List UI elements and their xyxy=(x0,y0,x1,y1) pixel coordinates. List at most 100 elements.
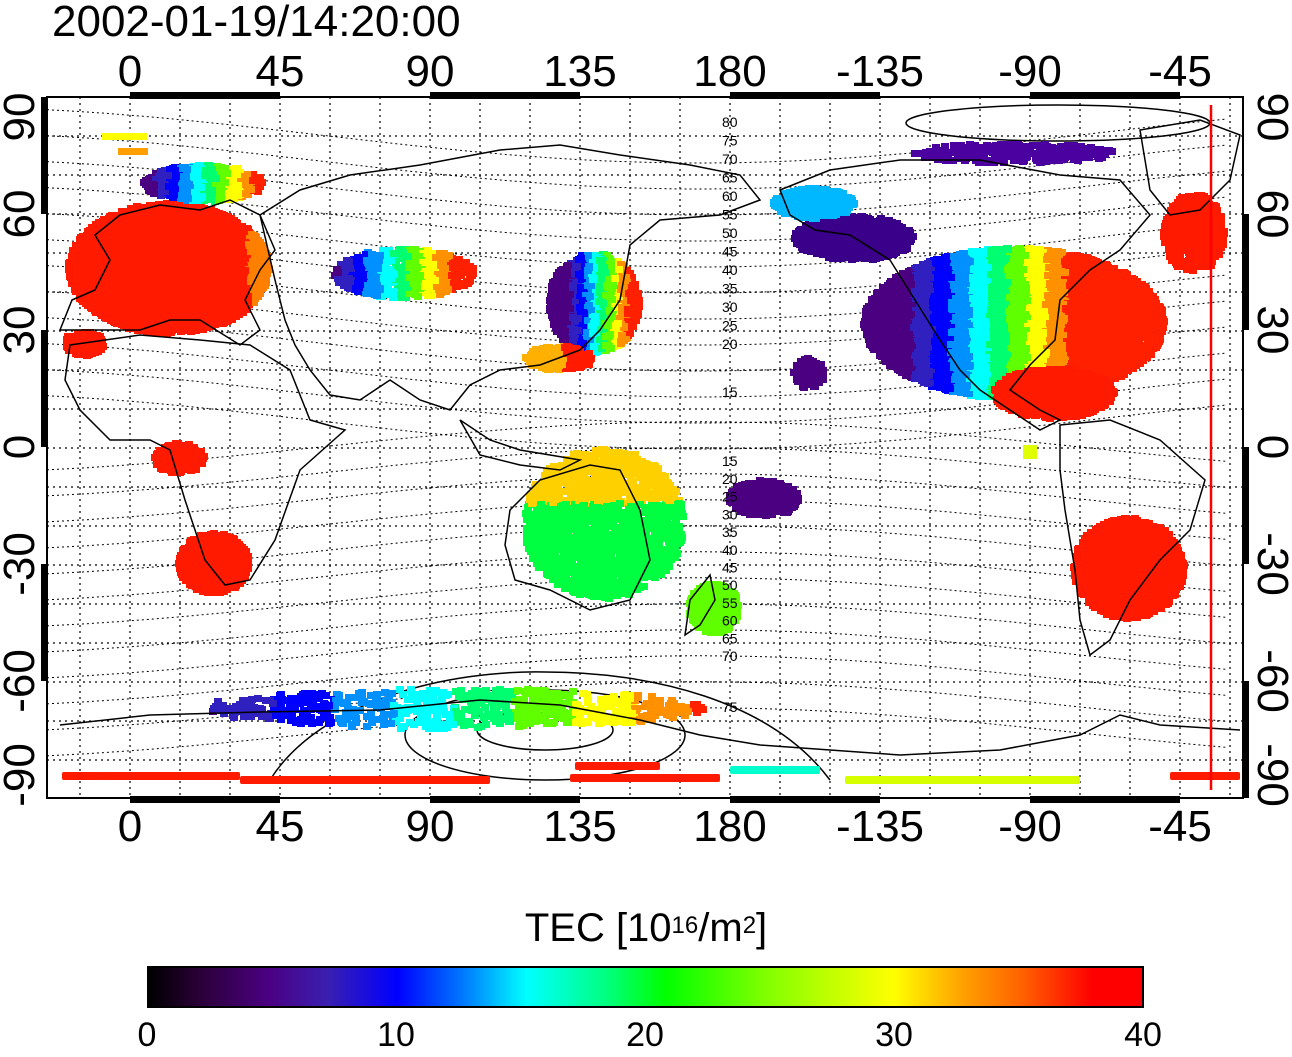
contour-line xyxy=(47,604,1227,652)
tec-patch-europe xyxy=(201,302,209,309)
tec-patch-europe xyxy=(182,210,190,217)
tec-patch-europe xyxy=(199,292,207,299)
tec-patch-europe xyxy=(85,259,93,266)
tec-patch-europe xyxy=(172,232,180,239)
tec-patch-europe xyxy=(178,302,186,309)
tec-patch-europe xyxy=(159,216,167,223)
tec-patch-europe xyxy=(161,284,169,291)
tec-patch-europe xyxy=(81,237,89,244)
tec-patch-europe xyxy=(108,240,116,247)
tec-patch-europe xyxy=(136,317,144,324)
tec-patch-europe xyxy=(123,323,131,330)
tec-patch-europe xyxy=(115,313,123,320)
tec-patch-europe xyxy=(125,214,133,221)
tec-patch-europe xyxy=(81,247,89,254)
tec-patch-europe xyxy=(171,281,179,288)
tec-patch-europe xyxy=(118,243,126,250)
tec-patch-europe xyxy=(99,343,107,350)
tec-patch-europe xyxy=(151,296,159,303)
tec-patch-europe xyxy=(210,238,218,245)
tec-patch-europe xyxy=(259,284,267,291)
tec-patch-europe xyxy=(238,274,246,281)
tec-patch-europe xyxy=(130,268,138,275)
tec-patch-europe xyxy=(216,277,224,284)
tec-patch-europe xyxy=(99,294,107,301)
tec-patch-europe xyxy=(149,229,157,236)
tec-patch-europe xyxy=(157,262,165,269)
tec-patch-europe xyxy=(204,227,212,234)
contour-oval-north xyxy=(906,105,1210,141)
tec-patch-europe xyxy=(192,255,200,262)
tec-patch-europe xyxy=(218,290,226,297)
tec-patch-europe xyxy=(173,253,181,260)
tec-patch-europe xyxy=(138,267,146,274)
tec-patch-europe xyxy=(140,251,148,258)
tec-patch-europe xyxy=(228,313,236,320)
tec-patch-europe xyxy=(214,271,222,278)
tec-patch-europe xyxy=(138,230,146,237)
tec-patch-europe xyxy=(68,269,76,276)
tec-patch-europe xyxy=(113,320,121,327)
contour-line xyxy=(47,630,1227,678)
tec-patch-europe xyxy=(204,245,212,252)
tec-patch-europe xyxy=(206,281,214,288)
tec-patch-europe xyxy=(144,305,152,312)
tec-patch-europe xyxy=(178,312,186,319)
tec-patch-europe xyxy=(101,278,109,285)
tec-patch-europe xyxy=(96,265,104,272)
tec-patch-europe xyxy=(143,288,151,295)
tec-patch-europe xyxy=(87,301,95,308)
tec-patch-europe xyxy=(213,230,221,237)
tec-patch-europe xyxy=(163,326,171,333)
tec-patch-europe xyxy=(179,260,187,267)
tec-patch-europe xyxy=(142,244,150,251)
tec-patch-europe xyxy=(71,250,79,257)
tec-patch-europe xyxy=(191,327,199,334)
tec-patch-europe xyxy=(191,269,199,276)
tec-patch-europe xyxy=(150,240,158,247)
tec-patch-europe xyxy=(152,251,160,258)
tec-patch-europe xyxy=(65,260,73,267)
tec-patch-europe xyxy=(188,311,196,318)
tec-patch-europe xyxy=(236,282,244,289)
tec-patch-europe xyxy=(240,228,248,235)
tec-patch-europe xyxy=(136,236,144,243)
tec-patch-europe xyxy=(82,345,90,352)
tec-patch-europe xyxy=(163,245,171,252)
tec-patch-europe xyxy=(173,225,181,232)
tec-patch-europe xyxy=(214,212,222,219)
tec-patch-europe xyxy=(181,279,189,286)
tec-patch-europe xyxy=(206,263,214,270)
tec-patch-europe xyxy=(136,302,144,309)
tec-observations xyxy=(62,133,1240,784)
tec-patch-europe xyxy=(88,331,96,338)
tec-patch-europe xyxy=(155,308,163,315)
tec-patch-europe xyxy=(184,286,192,293)
tec-patch-europe xyxy=(79,333,87,340)
tec-patch-europe xyxy=(156,302,164,309)
tec-patch-europe xyxy=(204,251,212,258)
tec-patch-europe xyxy=(253,262,261,269)
tec-patch-europe xyxy=(228,271,236,278)
tec-patch-europe xyxy=(125,279,133,286)
tec-patch-europe xyxy=(107,296,115,303)
tec-patch-europe xyxy=(137,281,145,288)
tec-patch-europe xyxy=(147,276,155,283)
tec-patch-europe xyxy=(223,262,231,269)
tec-patch-europe xyxy=(127,250,135,257)
tec-patch-europe xyxy=(170,302,178,309)
tec-patch-europe xyxy=(124,223,132,230)
tec-patch-europe xyxy=(124,256,132,263)
tec-patch-europe xyxy=(214,265,222,272)
tec-patch-europe xyxy=(101,309,109,316)
tec-patch-europe xyxy=(220,230,228,237)
tec-patch-europe xyxy=(159,290,167,297)
tec-patch-europe xyxy=(113,283,121,290)
tec-patch-europe xyxy=(157,271,165,278)
tec-patch-europe xyxy=(95,250,103,257)
tec-patch-europe xyxy=(125,231,133,238)
tec-patch-europe xyxy=(190,261,198,268)
tec-patch-europe xyxy=(227,217,235,224)
tec-patch-europe xyxy=(143,212,151,219)
